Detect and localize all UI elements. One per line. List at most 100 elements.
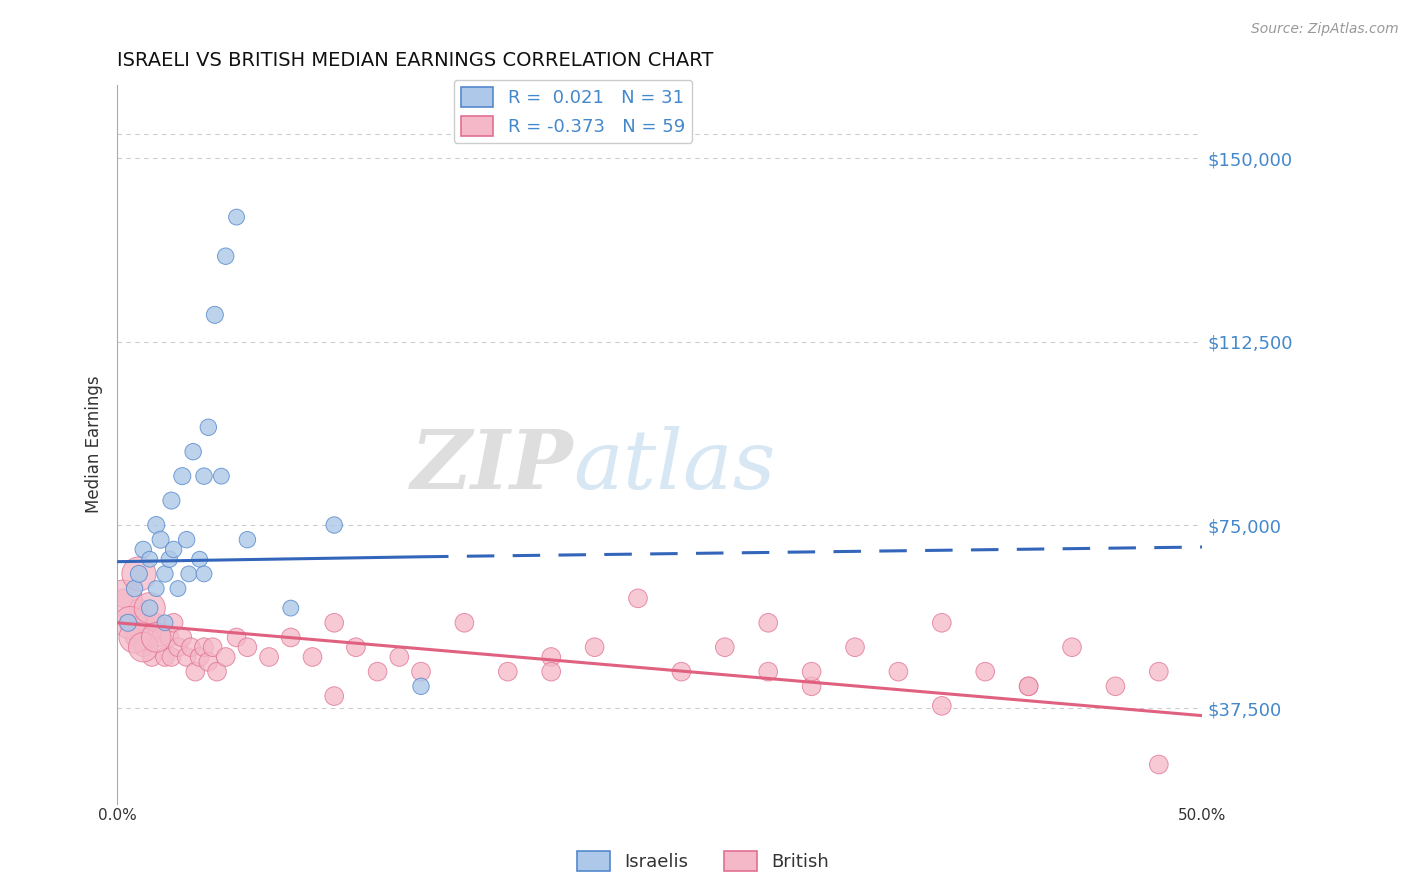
Text: ISRAELI VS BRITISH MEDIAN EARNINGS CORRELATION CHART: ISRAELI VS BRITISH MEDIAN EARNINGS CORRE… (117, 51, 714, 70)
Point (145, 631, 167, 645)
Point (236, 640, 259, 655)
Point (160, 493, 183, 508)
Point (1104, 679, 1126, 693)
Point (215, 650, 238, 665)
Point (167, 582, 190, 596)
Point (153, 615, 176, 630)
Point (540, 665, 562, 679)
Point (172, 469, 194, 483)
Point (112, 591, 135, 606)
Point (153, 566, 176, 581)
Legend: R =  0.021   N = 31, R = -0.373   N = 59: R = 0.021 N = 31, R = -0.373 N = 59 (454, 79, 692, 143)
Point (120, 615, 142, 630)
Point (193, 469, 215, 483)
Point (176, 533, 198, 547)
Point (145, 615, 167, 630)
Point (931, 698, 953, 713)
Point (117, 615, 139, 630)
Point (157, 552, 180, 566)
Point (627, 591, 650, 606)
Point (139, 631, 162, 645)
Point (141, 650, 163, 665)
Point (323, 689, 346, 703)
Point (1060, 640, 1083, 655)
Point (132, 640, 155, 655)
Point (157, 631, 180, 645)
Point (756, 665, 779, 679)
Y-axis label: Median Earnings: Median Earnings (86, 376, 103, 513)
Point (177, 566, 200, 581)
Point (201, 640, 224, 655)
Point (184, 665, 207, 679)
Point (887, 665, 910, 679)
Point (188, 552, 211, 566)
Text: atlas: atlas (572, 425, 775, 506)
Point (280, 631, 302, 645)
Point (844, 640, 866, 655)
Point (172, 631, 194, 645)
Point (409, 665, 432, 679)
Point (257, 650, 280, 665)
Point (132, 542, 155, 557)
Point (974, 665, 997, 679)
Point (124, 631, 146, 645)
Point (714, 640, 737, 655)
Point (162, 542, 184, 557)
Point (756, 615, 779, 630)
Point (145, 518, 167, 533)
Point (162, 615, 184, 630)
Point (225, 210, 247, 224)
Text: ZIP: ZIP (411, 425, 572, 506)
Point (1147, 757, 1170, 772)
Point (323, 518, 346, 533)
Point (583, 640, 606, 655)
Point (800, 665, 823, 679)
Point (128, 601, 150, 615)
Point (197, 420, 219, 434)
Point (323, 615, 346, 630)
Point (167, 640, 190, 655)
Point (280, 601, 302, 615)
Point (453, 615, 475, 630)
Point (139, 601, 162, 615)
Point (931, 615, 953, 630)
Point (1018, 679, 1040, 693)
Point (188, 650, 211, 665)
Point (236, 533, 259, 547)
Point (388, 650, 411, 665)
Point (205, 665, 228, 679)
Point (204, 308, 226, 322)
Point (671, 665, 693, 679)
Point (124, 631, 146, 645)
Point (124, 582, 146, 596)
Point (149, 631, 172, 645)
Point (117, 615, 139, 630)
Point (112, 591, 135, 606)
Point (800, 679, 823, 693)
Text: Source: ZipAtlas.com: Source: ZipAtlas.com (1251, 22, 1399, 37)
Point (139, 552, 162, 566)
Point (139, 601, 162, 615)
Point (344, 640, 367, 655)
Point (225, 631, 247, 645)
Point (301, 650, 323, 665)
Point (193, 566, 215, 581)
Point (367, 665, 389, 679)
Point (153, 650, 176, 665)
Point (132, 640, 155, 655)
Point (193, 640, 215, 655)
Legend: Israelis, British: Israelis, British (569, 844, 837, 879)
Point (540, 650, 562, 665)
Point (134, 615, 156, 630)
Point (128, 566, 150, 581)
Point (215, 249, 238, 263)
Point (180, 640, 202, 655)
Point (496, 665, 519, 679)
Point (1018, 679, 1040, 693)
Point (128, 566, 150, 581)
Point (145, 582, 167, 596)
Point (197, 655, 219, 669)
Point (160, 650, 183, 665)
Point (1147, 665, 1170, 679)
Point (149, 533, 172, 547)
